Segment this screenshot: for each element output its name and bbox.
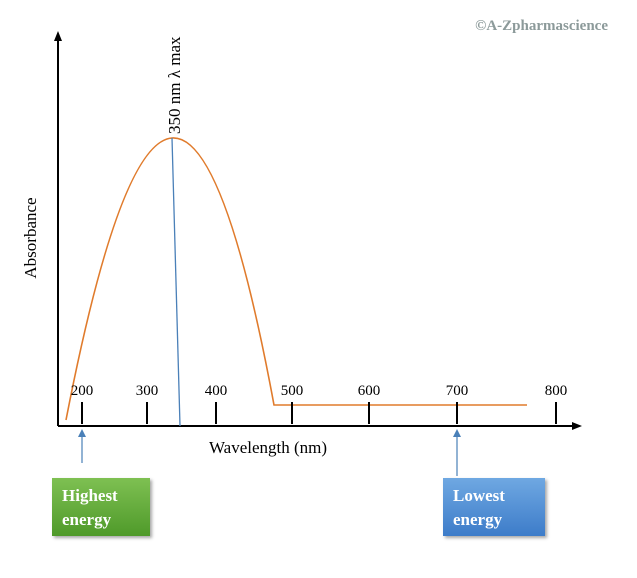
peak-label: 350 nm λ max <box>165 36 184 134</box>
highest-energy-box: Highest energy <box>52 478 150 536</box>
tick-label: 200 <box>71 383 94 399</box>
x-axis-label: Wavelength (nm) <box>209 438 327 457</box>
marker-arrowhead <box>453 429 461 437</box>
tick-label: 300 <box>136 383 159 399</box>
lambda-max-line <box>171 137 181 427</box>
tick-label: 400 <box>205 383 228 399</box>
tick-label: 600 <box>358 383 381 399</box>
absorbance-curve <box>65 137 527 421</box>
tick-label: 700 <box>446 383 469 399</box>
y-arrow <box>54 31 62 41</box>
x-arrow <box>572 422 582 430</box>
tick-label: 800 <box>545 383 568 399</box>
tick-label: 500 <box>281 383 304 399</box>
lowest-energy-box: Lowest energy <box>443 478 545 536</box>
marker-arrowhead <box>78 429 86 437</box>
watermark: ©A-Zpharmascience <box>475 18 608 34</box>
y-axis-label: Absorbance <box>21 197 40 278</box>
